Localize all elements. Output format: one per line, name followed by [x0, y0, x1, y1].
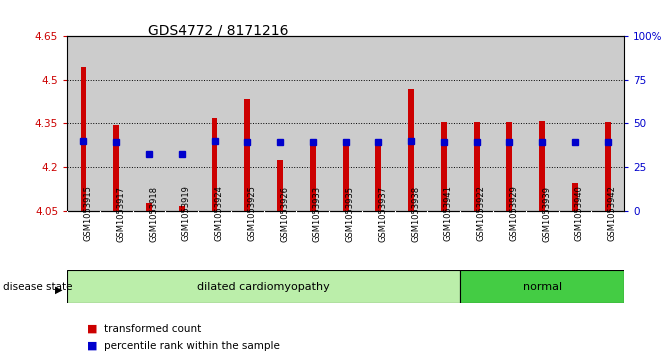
Bar: [146, 203, 152, 211]
Bar: [100, 36, 133, 211]
Bar: [493, 36, 526, 211]
Bar: [81, 67, 87, 211]
Text: GDS4772 / 8171216: GDS4772 / 8171216: [148, 24, 288, 38]
Text: GSM1053942: GSM1053942: [608, 185, 617, 241]
Text: dilated cardiomyopathy: dilated cardiomyopathy: [197, 282, 330, 292]
Bar: [310, 144, 316, 211]
Text: GSM1053938: GSM1053938: [411, 185, 420, 242]
Bar: [441, 122, 447, 211]
Text: disease state: disease state: [3, 282, 73, 292]
Text: GSM1053926: GSM1053926: [280, 185, 289, 241]
Text: percentile rank within the sample: percentile rank within the sample: [104, 340, 280, 351]
Bar: [67, 270, 460, 303]
Text: GSM1053918: GSM1053918: [149, 185, 158, 241]
Text: GSM1053937: GSM1053937: [378, 185, 387, 242]
Bar: [277, 160, 283, 211]
Text: transformed count: transformed count: [104, 323, 201, 334]
Text: GSM1053925: GSM1053925: [248, 185, 256, 241]
Bar: [605, 122, 611, 211]
Text: GSM1053940: GSM1053940: [575, 185, 584, 241]
Text: GSM1053917: GSM1053917: [116, 185, 125, 241]
Bar: [572, 183, 578, 211]
Bar: [558, 36, 591, 211]
Bar: [362, 36, 395, 211]
Bar: [178, 206, 185, 211]
Bar: [264, 36, 297, 211]
Bar: [408, 89, 414, 211]
Bar: [231, 36, 264, 211]
Text: GSM1053941: GSM1053941: [444, 185, 453, 241]
Bar: [395, 36, 427, 211]
Bar: [460, 36, 493, 211]
Bar: [507, 122, 513, 211]
Text: GSM1053924: GSM1053924: [215, 185, 223, 241]
Bar: [526, 36, 558, 211]
Bar: [133, 36, 165, 211]
Bar: [198, 36, 231, 211]
Text: GSM1053922: GSM1053922: [476, 185, 486, 241]
Text: GSM1053933: GSM1053933: [313, 185, 322, 242]
Text: ■: ■: [87, 323, 98, 334]
Text: ▶: ▶: [55, 285, 62, 295]
Text: GSM1053915: GSM1053915: [83, 185, 93, 241]
Bar: [474, 122, 480, 211]
Bar: [211, 118, 217, 211]
Text: GSM1053939: GSM1053939: [542, 185, 551, 241]
Bar: [67, 36, 100, 211]
Text: GSM1053919: GSM1053919: [182, 185, 191, 241]
Bar: [329, 36, 362, 211]
Text: normal: normal: [523, 282, 562, 292]
Bar: [375, 144, 381, 211]
Bar: [297, 36, 329, 211]
Bar: [244, 99, 250, 211]
Bar: [539, 121, 545, 211]
Bar: [165, 36, 198, 211]
Text: GSM1053929: GSM1053929: [509, 185, 519, 241]
Text: ■: ■: [87, 340, 98, 351]
Bar: [460, 270, 624, 303]
Bar: [113, 125, 119, 211]
Bar: [591, 36, 624, 211]
Text: GSM1053935: GSM1053935: [346, 185, 354, 241]
Bar: [343, 144, 348, 211]
Bar: [427, 36, 460, 211]
